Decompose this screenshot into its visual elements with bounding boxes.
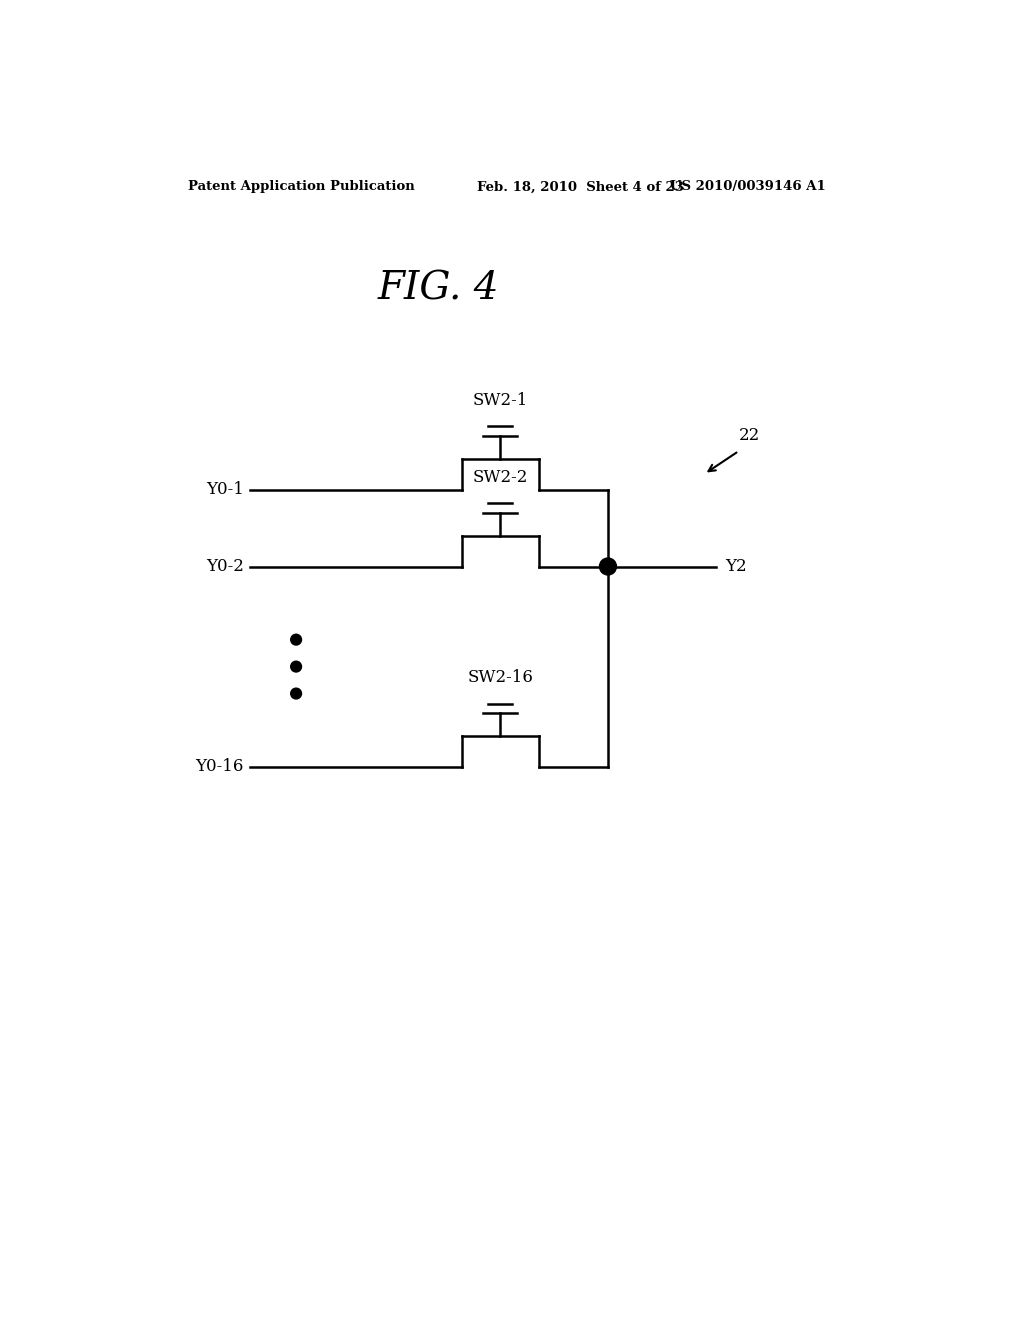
Text: Y0-2: Y0-2 xyxy=(206,558,244,576)
Text: Y2: Y2 xyxy=(725,558,746,576)
Circle shape xyxy=(291,635,301,645)
Text: SW2-16: SW2-16 xyxy=(467,669,534,686)
Text: 22: 22 xyxy=(739,428,760,444)
Text: Feb. 18, 2010  Sheet 4 of 23: Feb. 18, 2010 Sheet 4 of 23 xyxy=(477,181,684,194)
Text: SW2-1: SW2-1 xyxy=(472,392,527,409)
Text: Patent Application Publication: Patent Application Publication xyxy=(188,181,415,194)
Text: US 2010/0039146 A1: US 2010/0039146 A1 xyxy=(670,181,825,194)
Text: Y0-16: Y0-16 xyxy=(196,758,244,775)
Text: FIG. 4: FIG. 4 xyxy=(378,271,500,308)
Circle shape xyxy=(291,688,301,700)
Circle shape xyxy=(291,661,301,672)
Text: Y0-1: Y0-1 xyxy=(206,480,244,498)
Text: SW2-2: SW2-2 xyxy=(472,469,527,486)
Circle shape xyxy=(599,558,616,576)
